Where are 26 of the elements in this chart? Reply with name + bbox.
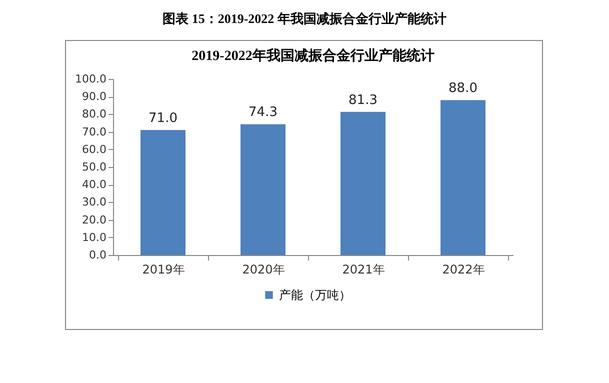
y-tick-label: 50.0 xyxy=(82,160,106,174)
data-label: 81.3 xyxy=(348,92,378,108)
y-tick-label: 0.0 xyxy=(89,248,106,262)
y-tick-label: 40.0 xyxy=(82,178,106,192)
y-tick-label: 20.0 xyxy=(82,213,106,226)
bar xyxy=(340,112,386,255)
y-tick-label: 100.0 xyxy=(75,72,106,86)
chart-subtitle: 2019-2022年我国减振合金行业产能统计 xyxy=(192,47,434,64)
bar xyxy=(440,100,486,255)
x-tick-label: 2022年 xyxy=(442,262,485,276)
chart-title: 图表 15：2019-2022 年我国减振合金行业产能统计 xyxy=(162,10,448,28)
y-tick-label: 80.0 xyxy=(82,108,106,121)
y-tick-label: 60.0 xyxy=(82,142,106,156)
bar xyxy=(140,130,186,255)
data-label: 71.0 xyxy=(148,111,178,126)
y-tick-label: 70.0 xyxy=(82,125,106,138)
y-tick-label: 90.0 xyxy=(82,90,106,104)
x-tick-label: 2021年 xyxy=(342,262,385,276)
x-tick-label: 2020年 xyxy=(242,262,285,276)
y-tick-label: 10.0 xyxy=(82,230,106,244)
x-tick-label: 2019年 xyxy=(142,262,185,276)
data-label: 88.0 xyxy=(448,81,478,96)
y-tick-label: 30.0 xyxy=(82,196,106,209)
legend-label: 产能（万吨） xyxy=(279,288,351,302)
bar xyxy=(240,124,286,255)
data-label: 74.3 xyxy=(248,105,278,120)
